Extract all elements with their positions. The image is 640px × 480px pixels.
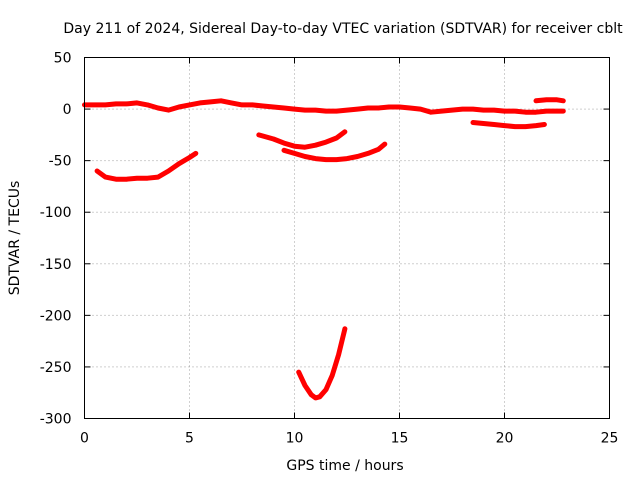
y-tick-label: -200	[40, 308, 72, 324]
x-tick-label: 25	[601, 431, 619, 447]
series-arc-6	[281, 141, 388, 163]
y-tick-label: -300	[40, 412, 72, 428]
x-axis-label: GPS time / hours	[286, 458, 403, 474]
y-tick-label: -100	[40, 205, 72, 221]
y-tick-label: -150	[40, 257, 72, 273]
x-tick-label: 0	[80, 431, 89, 447]
y-tick-label: 0	[63, 102, 72, 118]
series-arc-5	[256, 129, 348, 150]
series-arc-3	[470, 120, 547, 130]
series-arc-2	[533, 97, 566, 104]
x-tick-label: 15	[391, 431, 409, 447]
y-tick-label: -50	[49, 154, 72, 170]
series-group	[82, 97, 566, 401]
y-tick-label: 50	[54, 51, 72, 67]
series-arc-7	[296, 326, 348, 401]
series-arc-main	[82, 98, 566, 115]
x-tick-label: 5	[185, 431, 194, 447]
y-axis-label: SDTVAR / TECUs	[7, 181, 23, 296]
series-arc-4	[94, 150, 199, 182]
y-tick-label: -250	[40, 360, 72, 376]
x-tick-label: 20	[496, 431, 514, 447]
x-tick-label: 10	[286, 431, 304, 447]
grid	[84, 57, 610, 419]
ticks: 0 5 10 15 20 25 50 0 -50 -100 -150 -200 -250 -300	[40, 51, 619, 447]
chart-title: Day 211 of 2024, Sidereal Day-to-day VTE…	[63, 21, 623, 37]
plot-frame	[84, 57, 610, 419]
